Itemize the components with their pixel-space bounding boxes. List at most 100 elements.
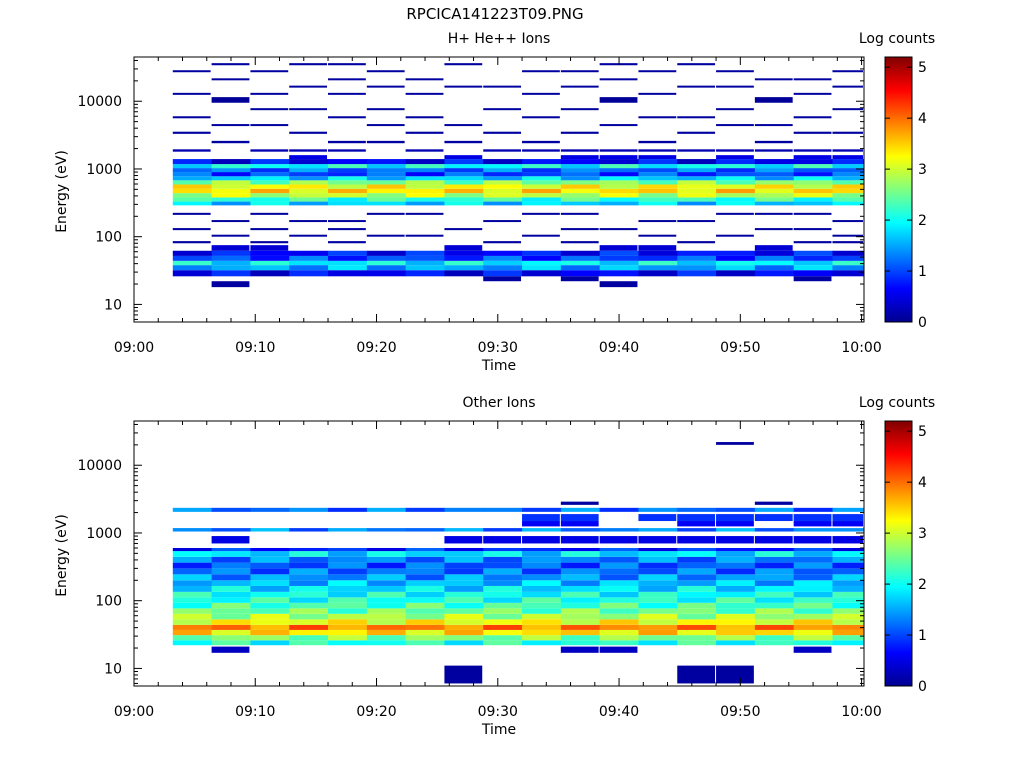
heatmap-cell <box>250 260 290 266</box>
heatmap-cell <box>211 197 251 202</box>
heatmap-cell <box>522 164 562 169</box>
heatmap-cell <box>638 635 678 641</box>
heatmap-cell <box>716 602 756 609</box>
heatmap-cell <box>522 116 560 119</box>
x-axis-label: Time <box>481 722 516 738</box>
heatmap-cell <box>754 574 795 581</box>
heatmap-cell <box>716 201 756 206</box>
heatmap-cell <box>677 597 717 603</box>
heatmap-cell <box>638 164 678 169</box>
heatmap-cell <box>250 197 290 202</box>
heatmap-cell <box>211 234 250 237</box>
heatmap-cell <box>832 580 865 586</box>
heatmap-cell <box>560 514 599 522</box>
heatmap-cell <box>366 201 407 206</box>
heatmap-cell <box>599 619 639 625</box>
heatmap-cell <box>405 260 445 266</box>
heatmap-cell <box>289 108 328 111</box>
heatmap-cell <box>599 585 639 592</box>
heatmap-cell <box>638 245 677 251</box>
heatmap-cell <box>677 585 717 592</box>
heatmap-cell <box>832 597 865 603</box>
heatmap-cell <box>754 507 795 512</box>
heatmap-cell <box>522 580 562 586</box>
heatmap-cell <box>522 250 562 256</box>
heatmap-cell <box>754 201 795 206</box>
heatmap-cell <box>560 149 599 152</box>
heatmap-cell <box>638 92 677 95</box>
heatmap-cell <box>599 228 638 231</box>
heatmap-cell <box>599 574 639 581</box>
heatmap-cell <box>250 640 290 646</box>
heatmap-cell <box>716 619 756 625</box>
heatmap-cell <box>793 193 833 198</box>
heatmap-cell <box>793 536 832 544</box>
heatmap-cell <box>754 124 793 127</box>
heatmap-cell <box>172 640 213 646</box>
heatmap-cell <box>250 562 290 569</box>
heatmap-cell <box>211 585 251 592</box>
colorbar-gradient <box>884 420 913 687</box>
heatmap-cell <box>832 260 865 266</box>
heatmap-cell <box>172 265 213 271</box>
heatmap-cell <box>483 556 523 563</box>
heatmap-cell <box>599 562 639 569</box>
colorbar-tick-label: 5 <box>918 424 927 440</box>
heatmap-cell <box>754 212 793 215</box>
heatmap-cell <box>522 193 562 198</box>
heatmap-cell <box>250 180 290 185</box>
heatmap-cell <box>289 551 329 557</box>
heatmap-cell <box>444 197 484 202</box>
heatmap-cell <box>638 602 678 609</box>
heatmap-cell <box>211 78 250 81</box>
heatmap-cell <box>328 265 368 271</box>
heatmap-cell <box>250 193 290 198</box>
heatmap-cell <box>289 159 329 165</box>
heatmap-cell <box>444 245 483 251</box>
heatmap-cell <box>289 574 329 581</box>
heatmap-cell <box>638 180 678 185</box>
heatmap-cell <box>289 629 329 636</box>
heatmap-cell <box>560 547 601 552</box>
heatmap-cell <box>483 220 522 223</box>
heatmap-cell <box>677 85 716 88</box>
heatmap-cell <box>405 250 445 256</box>
heatmap-cell <box>250 568 290 575</box>
x-axis-label: Time <box>481 358 516 374</box>
heatmap-cell <box>211 556 251 563</box>
heatmap-cell <box>832 619 865 625</box>
heatmap-cell <box>560 585 601 592</box>
heatmap-cell <box>677 665 716 684</box>
heatmap-cell <box>560 580 601 586</box>
heatmap-cell <box>793 212 832 215</box>
heatmap-cell <box>754 97 793 103</box>
heatmap-cell <box>366 85 405 88</box>
heatmap-cell <box>172 260 213 266</box>
heatmap-cell <box>560 212 599 215</box>
heatmap-cell <box>832 149 863 152</box>
heatmap-cell <box>522 184 562 189</box>
heatmap-cell <box>832 556 865 563</box>
heatmap-cell <box>328 635 368 641</box>
heatmap-cell <box>366 629 407 636</box>
heatmap-cell <box>677 640 717 646</box>
heatmap-cell <box>754 270 795 277</box>
heatmap-cell <box>211 184 251 189</box>
heatmap-cell <box>405 624 445 630</box>
heatmap-cell <box>638 608 678 614</box>
heatmap-cell <box>172 591 213 598</box>
heatmap-cell <box>289 507 329 512</box>
heatmap-cell <box>289 220 328 223</box>
heatmap-cell <box>716 574 756 581</box>
heatmap-cell <box>289 234 328 237</box>
heatmap-cell <box>289 270 329 277</box>
heatmap-cell <box>638 613 678 620</box>
heatmap-cell <box>172 619 213 625</box>
heatmap-cell <box>754 176 795 181</box>
heatmap-cell <box>483 108 522 111</box>
heatmap-cell <box>832 197 865 202</box>
heatmap-cell <box>172 172 213 177</box>
x-axis: 09:00 09:10 09:20 09:30 09:40 09:50 10:00 Time <box>114 57 882 374</box>
heatmap-cell <box>793 562 833 569</box>
heatmap-cell <box>832 635 865 641</box>
